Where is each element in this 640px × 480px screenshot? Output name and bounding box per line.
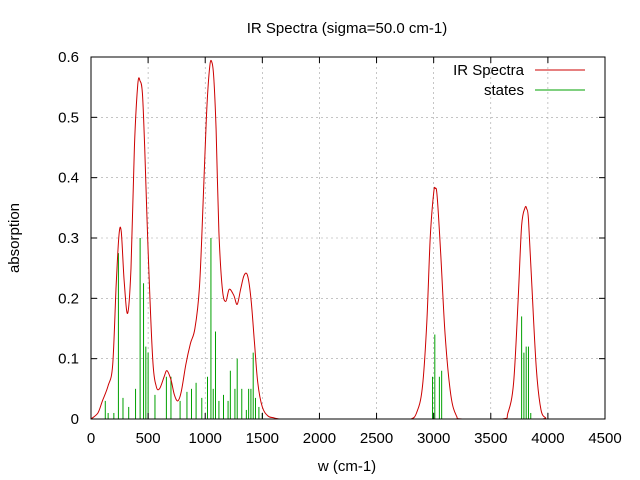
states-series (104, 238, 532, 419)
chart-title: IR Spectra (sigma=50.0 cm-1) (247, 20, 448, 37)
x-tick-label: 3000 (417, 430, 450, 447)
legend-label-ir-spectra: IR Spectra (453, 62, 525, 79)
x-tick-label: 500 (136, 430, 161, 447)
legend-label-states: states (484, 82, 524, 99)
axis-ticks: 0 500 1000 1500 2000 2500 3000 3500 4000 4500 0 0.1… (58, 49, 622, 447)
x-tick-label: 2500 (360, 430, 393, 447)
x-tick-label: 4000 (531, 430, 564, 447)
y-tick-label: 0.2 (58, 290, 79, 307)
y-tick-label: 0.5 (58, 109, 79, 126)
x-tick-label: 1000 (189, 430, 222, 447)
grid (91, 57, 605, 419)
y-tick-label: 0.4 (58, 170, 79, 187)
y-tick-label: 0.6 (58, 49, 79, 66)
x-tick-label: 2000 (303, 430, 336, 447)
legend: IR Spectra states (453, 62, 585, 99)
y-tick-label: 0.3 (58, 230, 79, 247)
ir-spectra-line (90, 59, 605, 420)
y-tick-label: 0.1 (58, 351, 79, 368)
x-axis-label: w (cm-1) (317, 458, 376, 475)
ir-spectra-series (90, 59, 605, 420)
x-tick-label: 4500 (588, 430, 621, 447)
y-axis-label: absorption (6, 203, 23, 273)
x-tick-label: 0 (87, 430, 95, 447)
x-tick-label: 1500 (246, 430, 279, 447)
x-tick-label: 3500 (474, 430, 507, 447)
y-tick-label: 0 (71, 411, 79, 428)
